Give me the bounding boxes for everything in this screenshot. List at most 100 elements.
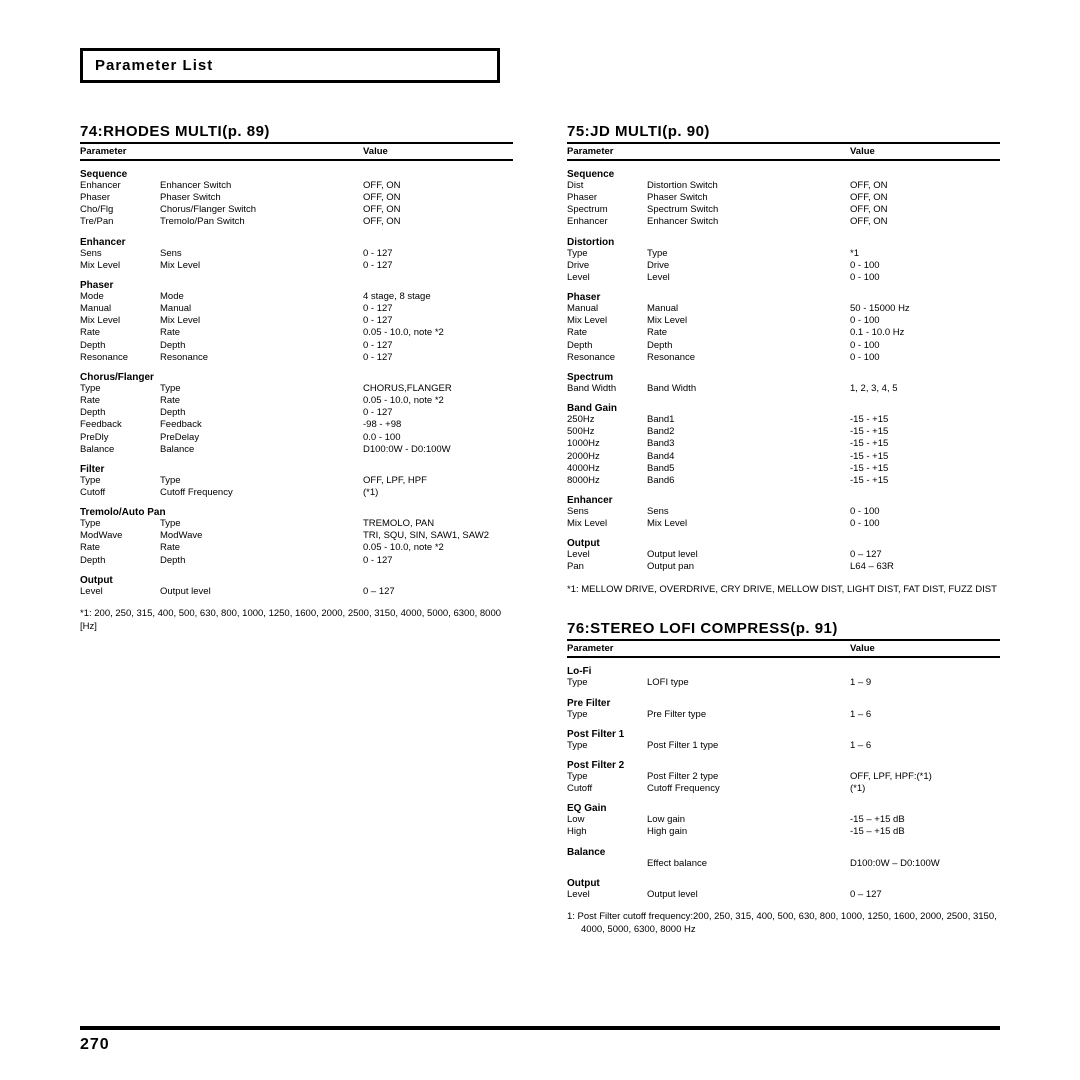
param-long: Effect balance	[647, 858, 850, 870]
param-long: Output level	[647, 549, 850, 561]
param-group: OutputLevelOutput level0 – 127PanOutput …	[567, 538, 1000, 573]
table-row: RateRate0.05 - 10.0, note *2	[80, 327, 513, 339]
group-name: Post Filter 2	[567, 760, 1000, 771]
param-short: 1000Hz	[567, 438, 647, 450]
param-group: Post Filter 1TypePost Filter 1 type1 – 6	[567, 729, 1000, 752]
param-long: Band5	[647, 463, 850, 475]
param-value: -98 - +98	[363, 419, 513, 431]
footnote-74: *1: 200, 250, 315, 400, 500, 630, 800, 1…	[80, 608, 513, 634]
group-name: Spectrum	[567, 372, 1000, 383]
param-short: Mix Level	[80, 315, 160, 327]
table-row: ModWaveModWaveTRI, SQU, SIN, SAW1, SAW2	[80, 530, 513, 542]
param-short: Level	[567, 272, 647, 284]
param-group: SequenceDistDistortion SwitchOFF, ONPhas…	[567, 169, 1000, 229]
param-value: 0 - 100	[850, 260, 1000, 272]
param-group: BalanceEffect balanceD100:0W – D0:100W	[567, 847, 1000, 870]
param-long: Band3	[647, 438, 850, 450]
header-spacer	[160, 146, 363, 157]
table-row: TypeType*1	[567, 248, 1000, 260]
param-value: OFF, ON	[363, 204, 513, 216]
group-name: Sequence	[80, 169, 513, 180]
group-name: Enhancer	[80, 237, 513, 248]
param-value: -15 - +15	[850, 426, 1000, 438]
param-long: Depth	[160, 555, 363, 567]
param-group: Band Gain250HzBand1-15 - +15500HzBand2-1…	[567, 403, 1000, 487]
table-row: EnhancerEnhancer SwitchOFF, ON	[80, 180, 513, 192]
param-long: Sens	[647, 506, 850, 518]
group-name: Post Filter 1	[567, 729, 1000, 740]
param-group: SpectrumBand WidthBand Width1, 2, 3, 4, …	[567, 372, 1000, 395]
table-row: ResonanceResonance0 - 127	[80, 352, 513, 364]
param-short: Mix Level	[80, 260, 160, 272]
param-long: Output level	[160, 586, 363, 598]
table-row: DepthDepth0 - 127	[80, 555, 513, 567]
param-short: PreDly	[80, 432, 160, 444]
table-row: RateRate0.05 - 10.0, note *2	[80, 395, 513, 407]
table-header: Parameter Value	[80, 142, 513, 161]
param-value: 1 – 6	[850, 709, 1000, 721]
section-title-76: 76:STEREO LOFI COMPRESS(p. 91)	[567, 620, 1000, 637]
table-row: Mix LevelMix Level0 - 100	[567, 315, 1000, 327]
table-row: DriveDrive0 - 100	[567, 260, 1000, 272]
param-short: High	[567, 826, 647, 838]
param-long: Mix Level	[160, 260, 363, 272]
param-value: L64 – 63R	[850, 561, 1000, 573]
table-row: Mix LevelMix Level0 - 100	[567, 518, 1000, 530]
param-long: Output level	[647, 889, 850, 901]
param-long: PreDelay	[160, 432, 363, 444]
table-row: 2000HzBand4-15 - +15	[567, 451, 1000, 463]
param-long: Type	[160, 518, 363, 530]
param-value: OFF, ON	[850, 216, 1000, 228]
param-short: Sens	[80, 248, 160, 260]
param-long: Spectrum Switch	[647, 204, 850, 216]
param-value: TRI, SQU, SIN, SAW1, SAW2	[363, 530, 513, 542]
param-long: Depth	[160, 407, 363, 419]
param-long: Balance	[160, 444, 363, 456]
group-name: Pre Filter	[567, 698, 1000, 709]
param-value: OFF, ON	[850, 192, 1000, 204]
param-long: Drive	[647, 260, 850, 272]
param-short: Level	[567, 889, 647, 901]
param-value: -15 - +15	[850, 414, 1000, 426]
param-value: OFF, ON	[363, 192, 513, 204]
table-row: EnhancerEnhancer SwitchOFF, ON	[567, 216, 1000, 228]
param-value: 1, 2, 3, 4, 5	[850, 383, 1000, 395]
table-row: FeedbackFeedback-98 - +98	[80, 419, 513, 431]
param-short: Spectrum	[567, 204, 647, 216]
param-value: D100:0W - D0:100W	[363, 444, 513, 456]
param-long: Output pan	[647, 561, 850, 573]
section-title-75: 75:JD MULTI(p. 90)	[567, 123, 1000, 140]
param-group: Lo-FiTypeLOFI type1 – 9	[567, 666, 1000, 689]
param-long: Depth	[160, 340, 363, 352]
footer-rule	[80, 1026, 1000, 1030]
param-long: Low gain	[647, 814, 850, 826]
header-parameter: Parameter	[567, 643, 647, 654]
param-value: 0.0 - 100	[363, 432, 513, 444]
right-column: 75:JD MULTI(p. 90) Parameter Value Seque…	[555, 123, 1000, 936]
param-value: 50 - 15000 Hz	[850, 303, 1000, 315]
table-row: BalanceBalanceD100:0W - D0:100W	[80, 444, 513, 456]
param-value: 0 - 100	[850, 315, 1000, 327]
param-long: Rate	[160, 327, 363, 339]
param-short: Dist	[567, 180, 647, 192]
param-value: OFF, LPF, HPF	[363, 475, 513, 487]
param-value: 0.05 - 10.0, note *2	[363, 327, 513, 339]
param-long: Rate	[160, 395, 363, 407]
param-short: 250Hz	[567, 414, 647, 426]
param-short: Resonance	[567, 352, 647, 364]
param-long: Feedback	[160, 419, 363, 431]
group-name: Band Gain	[567, 403, 1000, 414]
table-row: TypePost Filter 1 type1 – 6	[567, 740, 1000, 752]
table-header: Parameter Value	[567, 142, 1000, 161]
param-short: 2000Hz	[567, 451, 647, 463]
table-row: SpectrumSpectrum SwitchOFF, ON	[567, 204, 1000, 216]
param-value: OFF, ON	[363, 180, 513, 192]
param-long: Phaser Switch	[647, 192, 850, 204]
param-short: 500Hz	[567, 426, 647, 438]
section-title-74: 74:RHODES MULTI(p. 89)	[80, 123, 513, 140]
param-short: Depth	[80, 407, 160, 419]
param-short: Rate	[80, 542, 160, 554]
param-long: High gain	[647, 826, 850, 838]
table-row: TypeTypeCHORUS,FLANGER	[80, 383, 513, 395]
param-group: DistortionTypeType*1DriveDrive0 - 100Lev…	[567, 237, 1000, 284]
